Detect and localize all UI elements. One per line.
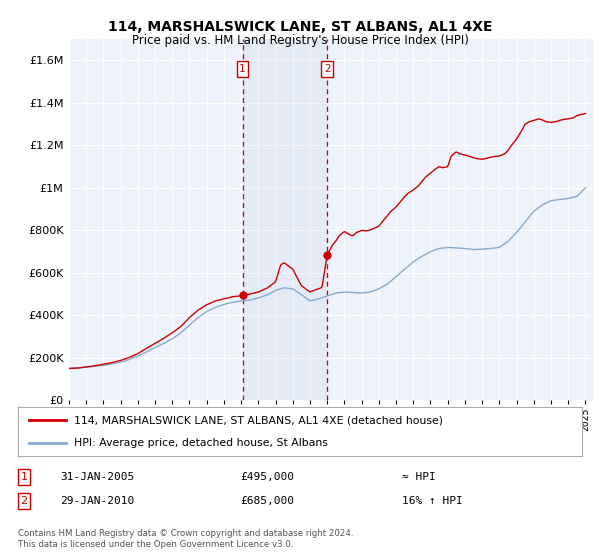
Text: 1: 1 [20, 472, 28, 482]
Text: 2: 2 [324, 64, 331, 74]
Text: 1: 1 [239, 64, 246, 74]
Text: 2: 2 [20, 496, 28, 506]
Text: Contains HM Land Registry data © Crown copyright and database right 2024.
This d: Contains HM Land Registry data © Crown c… [18, 529, 353, 549]
Text: 29-JAN-2010: 29-JAN-2010 [60, 496, 134, 506]
Text: 16% ↑ HPI: 16% ↑ HPI [402, 496, 463, 506]
Text: ≈ HPI: ≈ HPI [402, 472, 436, 482]
Text: 114, MARSHALSWICK LANE, ST ALBANS, AL1 4XE (detached house): 114, MARSHALSWICK LANE, ST ALBANS, AL1 4… [74, 416, 443, 426]
Text: 31-JAN-2005: 31-JAN-2005 [60, 472, 134, 482]
Bar [242, 39, 327, 400]
Text: £685,000: £685,000 [240, 496, 294, 506]
Text: 114, MARSHALSWICK LANE, ST ALBANS, AL1 4XE: 114, MARSHALSWICK LANE, ST ALBANS, AL1 4… [108, 20, 492, 34]
Text: Price paid vs. HM Land Registry's House Price Index (HPI): Price paid vs. HM Land Registry's House … [131, 34, 469, 46]
Text: HPI: Average price, detached house, St Albans: HPI: Average price, detached house, St A… [74, 438, 328, 448]
Text: £495,000: £495,000 [240, 472, 294, 482]
